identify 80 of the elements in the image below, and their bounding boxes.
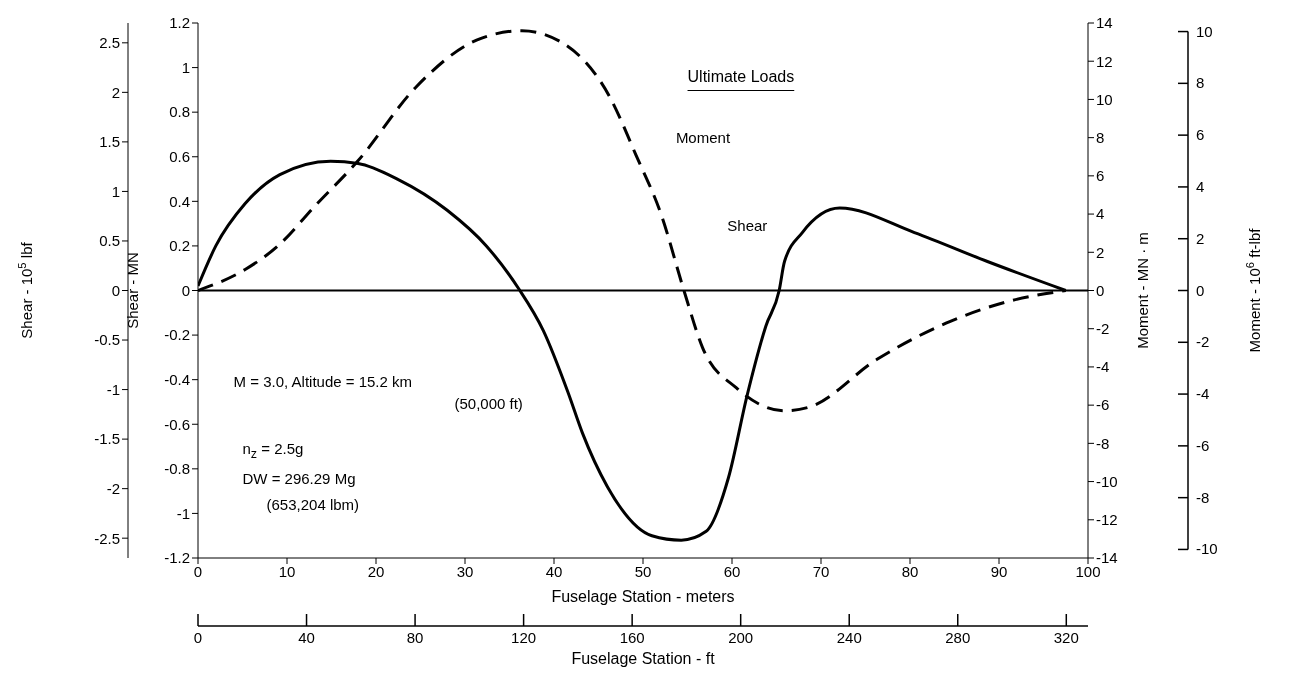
series-label: Shear [727,216,768,234]
y2-tick-label: 2 [1096,243,1105,261]
annotation: M = 3.0, Altitude = 15.2 km [233,373,413,391]
y2-tick-label: 0 [1096,281,1105,299]
y2-tick-label: 10 [1096,90,1113,108]
y3-tick-label: -1.5 [94,430,120,448]
text: -4 [1196,385,1210,403]
y3-tick-label: 1 [111,182,120,200]
y-tick-label: -1 [176,504,190,522]
y-tick-label: 0.6 [169,148,190,166]
text: -2 [1196,333,1210,351]
y2-tick-label: -8 [1096,434,1110,452]
x-tick-label: 80 [901,562,919,580]
y-tick-label: -0.6 [164,415,190,433]
y-tick-label: -0.8 [164,460,190,478]
y2-tick-label: 12 [1096,52,1113,70]
text: -10 [1196,540,1218,558]
y-tick-label: -0.2 [164,326,190,344]
y3-tick-label: 0 [111,281,120,299]
text: 4 [1196,177,1205,195]
text: -8 [1196,488,1210,506]
x-tick-label: 0 [193,562,203,580]
y3-tick-label: 0.5 [99,232,120,250]
y3-tick-label: -2.5 [94,529,120,547]
text: Ultimate Loads [687,68,795,86]
x-tick-label: 20 [367,562,385,580]
x-tick-label: 70 [812,562,830,580]
x-tick-label: 30 [456,562,474,580]
annotation: DW = 296.29 Mg [242,469,356,487]
x2-tick-label: 0 [193,629,203,646]
x-tick-label: 10 [278,562,296,580]
text: 6 [1196,126,1205,144]
y3-tick-label: 1.5 [99,133,120,151]
y3-tick-label: -1 [106,380,120,398]
x2-tick-label: 240 [836,629,862,646]
text: Moment [675,128,731,146]
y-tick-label: -0.4 [164,370,190,388]
y2-tick-label: 14 [1096,14,1113,32]
y2-tick-label: 8 [1096,128,1105,146]
y2-tick-label: 6 [1096,167,1105,185]
y2-tick-label: -2 [1096,320,1110,338]
y-axis-title: Shear - MN [124,252,141,329]
y2-tick-label: -10 [1096,472,1118,490]
text: 8 [1196,74,1205,92]
x2-tick-label: 160 [619,629,645,646]
x-tick-label: 90 [990,562,1008,580]
x-tick-label: 50 [634,562,652,580]
y-tick-label: -1.2 [164,549,190,567]
x2-tick-label: 320 [1053,629,1079,646]
annotation: n$_{z}$ = 2.5g [242,440,304,462]
text: 0 [1196,281,1205,299]
y-tick-label: 0.4 [169,192,190,210]
y2-tick-label: -4 [1096,358,1110,376]
y-tick-label: 0.2 [169,237,190,255]
x2-tick-label: 200 [728,629,754,646]
y3-tick-label: 2 [111,83,120,101]
x2-tick-label: 120 [511,629,537,646]
x2-tick-label: 80 [406,629,424,646]
x2-axis-title: Fuselage Station - ft [571,650,716,667]
x-axis-title: Fuselage Station - meters [551,588,735,605]
annotation: (653,204 lbm) [266,496,360,514]
text: -6 [1196,436,1210,454]
y3-tick-label: -2 [106,479,120,497]
y2-axis-title: Moment - MN · m [1134,232,1151,349]
x2-tick-label: 40 [298,629,315,646]
x2-tick-label: 280 [945,629,971,646]
y2-tick-label: -12 [1096,511,1118,529]
y-tick-label: 0.8 [169,103,190,121]
x-tick-label: 40 [545,562,563,580]
y2-tick-label: 4 [1096,205,1105,223]
y-tick-label: 1.2 [169,14,190,32]
y3-tick-label: 2.5 [99,34,120,52]
y-tick-label: 0 [181,281,190,299]
annotation: (50,000 ft) [454,394,523,412]
y-tick-label: 1 [181,58,190,76]
x-tick-label: 60 [723,562,741,580]
y2-tick-label: -6 [1096,396,1110,414]
y3-tick-label: -0.5 [94,331,120,349]
text: 10 [1196,22,1213,40]
text: 2 [1196,229,1205,247]
